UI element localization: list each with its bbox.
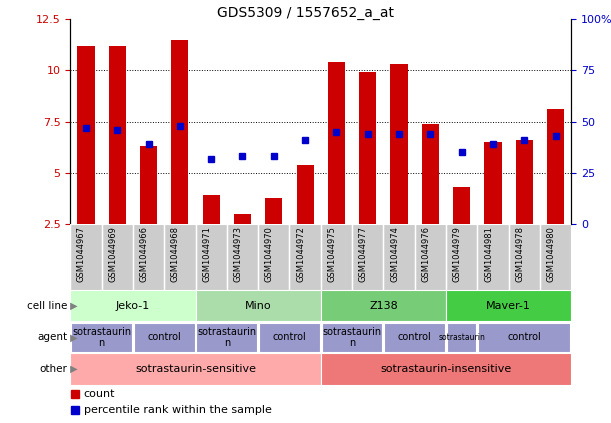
Bar xyxy=(101,224,133,290)
Bar xyxy=(71,323,132,352)
Bar xyxy=(359,72,376,224)
Bar xyxy=(134,323,194,352)
Bar xyxy=(446,290,571,321)
Text: sotrastaurin: sotrastaurin xyxy=(438,333,485,342)
Text: sotrastaurin
n: sotrastaurin n xyxy=(72,327,131,348)
Text: ▶: ▶ xyxy=(67,332,78,342)
Text: percentile rank within the sample: percentile rank within the sample xyxy=(84,405,272,415)
Bar xyxy=(70,353,321,385)
Bar xyxy=(164,224,196,290)
Text: GSM1044974: GSM1044974 xyxy=(390,226,399,282)
Bar xyxy=(265,198,282,224)
Bar xyxy=(390,64,408,224)
Bar xyxy=(78,46,95,224)
Bar xyxy=(321,290,446,321)
Text: count: count xyxy=(84,390,115,399)
Text: GSM1044971: GSM1044971 xyxy=(202,226,211,282)
Text: sotrastaurin-insensitive: sotrastaurin-insensitive xyxy=(381,364,511,374)
Bar xyxy=(296,165,313,224)
Text: agent: agent xyxy=(37,332,67,342)
Text: other: other xyxy=(39,364,67,374)
Text: GSM1044968: GSM1044968 xyxy=(171,226,180,282)
Bar xyxy=(422,124,439,224)
Bar xyxy=(322,323,382,352)
Bar xyxy=(384,323,445,352)
Text: control: control xyxy=(147,332,181,342)
Text: GSM1044970: GSM1044970 xyxy=(265,226,274,282)
Text: GSM1044972: GSM1044972 xyxy=(296,226,305,282)
Bar xyxy=(509,224,540,290)
Bar xyxy=(485,142,502,224)
Text: ▶: ▶ xyxy=(67,364,78,374)
Bar xyxy=(477,224,509,290)
Bar xyxy=(197,323,257,352)
Text: GSM1044975: GSM1044975 xyxy=(327,226,337,282)
Bar xyxy=(453,187,470,224)
Bar xyxy=(70,224,101,290)
Bar xyxy=(196,290,321,321)
Text: GDS5309 / 1557652_a_at: GDS5309 / 1557652_a_at xyxy=(217,6,394,20)
Bar xyxy=(547,109,564,224)
Text: GSM1044969: GSM1044969 xyxy=(108,226,117,282)
Text: ▶: ▶ xyxy=(67,301,78,310)
Text: Mino: Mino xyxy=(245,301,271,310)
Text: Jeko-1: Jeko-1 xyxy=(115,301,150,310)
Bar xyxy=(234,214,251,224)
Bar xyxy=(259,323,320,352)
Bar xyxy=(258,224,290,290)
Bar xyxy=(70,224,571,290)
Bar xyxy=(384,224,415,290)
Bar xyxy=(140,146,157,224)
Text: Z138: Z138 xyxy=(369,301,398,310)
Bar xyxy=(516,140,533,224)
Text: GSM1044966: GSM1044966 xyxy=(139,226,148,282)
Bar xyxy=(478,323,570,352)
Text: GSM1044967: GSM1044967 xyxy=(77,226,86,282)
Text: sotrastaurin
n: sotrastaurin n xyxy=(197,327,257,348)
Text: sotrastaurin
n: sotrastaurin n xyxy=(323,327,382,348)
Text: GSM1044981: GSM1044981 xyxy=(484,226,493,282)
Bar xyxy=(203,195,220,224)
Text: sotrastaurin-sensitive: sotrastaurin-sensitive xyxy=(135,364,256,374)
Bar xyxy=(328,62,345,224)
Text: GSM1044980: GSM1044980 xyxy=(547,226,555,282)
Text: Maver-1: Maver-1 xyxy=(486,301,531,310)
Bar xyxy=(540,224,571,290)
Bar xyxy=(133,224,164,290)
Bar xyxy=(352,224,384,290)
Bar xyxy=(70,290,196,321)
Bar xyxy=(227,224,258,290)
Text: GSM1044978: GSM1044978 xyxy=(515,226,524,282)
Text: GSM1044979: GSM1044979 xyxy=(453,226,462,282)
Bar xyxy=(321,224,352,290)
Bar xyxy=(290,224,321,290)
Bar xyxy=(446,224,477,290)
Bar xyxy=(321,353,571,385)
Text: cell line: cell line xyxy=(27,301,67,310)
Text: control: control xyxy=(508,332,541,342)
Text: control: control xyxy=(273,332,306,342)
Text: GSM1044976: GSM1044976 xyxy=(422,226,430,282)
Text: GSM1044977: GSM1044977 xyxy=(359,226,368,282)
Text: control: control xyxy=(398,332,431,342)
Text: GSM1044973: GSM1044973 xyxy=(233,226,243,282)
Bar xyxy=(196,224,227,290)
Bar xyxy=(415,224,446,290)
Bar xyxy=(447,323,477,352)
Bar xyxy=(109,46,126,224)
Bar xyxy=(171,40,188,224)
